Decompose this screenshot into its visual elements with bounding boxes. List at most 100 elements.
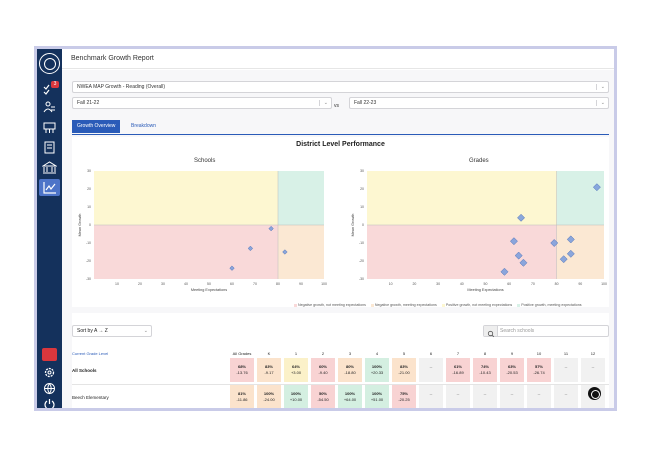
period-from-select[interactable]: Fall 21-22 ⌄ <box>72 97 332 109</box>
grade-cell[interactable]: 63% -20.53 <box>500 358 524 382</box>
cell-delta: -10.43 <box>479 369 491 375</box>
tab-growth-overview[interactable]: Growth Overview <box>72 120 121 133</box>
y-tick-label: -10 <box>359 241 364 245</box>
people-icon[interactable] <box>42 101 57 114</box>
grade-cell[interactable]: 100% -24.00 <box>257 385 281 408</box>
cell-percent: 81% <box>237 391 246 396</box>
legend-swatch <box>370 303 374 307</box>
cell-delta: -11.86 <box>236 396 248 402</box>
grade-cell[interactable]: 100% +10.00 <box>284 385 308 408</box>
data-point <box>500 267 509 276</box>
grade-cell[interactable]: 50% -54.50 <box>311 385 335 408</box>
period-to-select[interactable]: Fall 22-23 ⌄ <box>349 97 609 109</box>
vs-label: vs <box>334 103 339 109</box>
grade-cell[interactable]: 57% -26.74 <box>527 358 551 382</box>
y-tick-label: 30 <box>360 169 364 173</box>
row-label[interactable]: All Schools <box>72 368 97 373</box>
y-tick-label: 20 <box>87 187 91 191</box>
grade-cell[interactable]: 83% -21.00 <box>392 358 416 382</box>
data-point <box>566 235 575 244</box>
tab-breakdown[interactable]: Breakdown <box>131 123 157 129</box>
sort-select[interactable]: Sort by A → Z ⌄ <box>72 325 152 337</box>
grade-cell[interactable]: -- <box>446 385 470 408</box>
x-tick-label: 30 <box>161 282 165 286</box>
cell-percent: 64% <box>291 364 300 369</box>
grade-cell[interactable]: -- <box>527 385 551 408</box>
grade-cell[interactable]: -- <box>500 385 524 408</box>
row-label[interactable]: Beech Elementary <box>72 395 109 400</box>
cell-percent: 83% <box>264 364 273 369</box>
cell-percent: 68% <box>237 364 246 369</box>
grade-cell[interactable]: 60% -9.40 <box>311 358 335 382</box>
tasks-icon[interactable] <box>42 83 57 96</box>
search-input[interactable] <box>500 327 600 335</box>
legend-item: Negative growth, not meeting expectation… <box>294 303 366 307</box>
current-grade-level-header: Current Grade Level <box>72 351 109 356</box>
grade-cell[interactable]: 64% +3.00 <box>284 358 308 382</box>
grade-column-header: 1 <box>294 351 298 356</box>
x-tick-label: 80 <box>555 282 559 286</box>
settings-icon[interactable] <box>42 366 57 379</box>
cell-percent: -- <box>591 364 595 369</box>
row-divider <box>72 383 609 384</box>
data-point <box>566 249 575 258</box>
chat-icon[interactable] <box>42 348 57 361</box>
cell-delta: -9.17 <box>264 369 274 375</box>
grade-cell[interactable]: 100% +51.00 <box>365 385 389 408</box>
chart-icon[interactable] <box>42 181 57 194</box>
grade-cell[interactable]: -- <box>419 358 443 382</box>
cell-delta: -20.25 <box>398 396 410 402</box>
x-tick-label: 70 <box>531 282 535 286</box>
y-tick-label: 10 <box>360 205 364 209</box>
scatter-charts: 10 20 30 40 50 60 70 80 90 1003020100-10-20-30Mee… <box>78 169 607 292</box>
grade-cell[interactable]: -- <box>554 385 578 408</box>
x-axis-label: Meeting Expectations <box>467 288 503 292</box>
grade-cell[interactable]: 100% +20.33 <box>365 358 389 382</box>
grade-column-header: 7 <box>456 351 460 356</box>
grade-cell[interactable]: 80% -18.80 <box>338 358 362 382</box>
grade-cell[interactable]: 68% -13.76 <box>230 358 254 382</box>
quadrant-positive-not-meeting <box>367 171 557 225</box>
cell-percent: 60% <box>318 364 327 369</box>
cell-percent: 80% <box>345 364 354 369</box>
quadrant-positive-meeting <box>278 171 324 225</box>
accessibility-icon[interactable] <box>588 387 601 400</box>
quadrant-positive-not-meeting <box>94 171 278 225</box>
app-window: 3 Benchmark Growth Report <box>34 46 617 411</box>
x-tick-label: 50 <box>484 282 488 286</box>
cell-percent: 100% <box>371 364 383 369</box>
cell-percent: 57% <box>534 364 543 369</box>
globe-icon[interactable] <box>42 382 57 395</box>
chevron-down-icon: ⌄ <box>143 328 148 334</box>
assessment-select[interactable]: NWEA MAP Growth - Reading (Overall) ⌄ <box>72 81 609 93</box>
cell-percent: -- <box>429 364 433 369</box>
period-from-value: Fall 21-22 <box>77 100 100 106</box>
book-icon[interactable] <box>42 141 57 154</box>
grade-cell[interactable]: -- <box>473 385 497 408</box>
data-point <box>519 258 528 267</box>
y-tick-label: 10 <box>87 205 91 209</box>
chart-legend: Negative growth, not meeting expectation… <box>294 303 586 307</box>
grade-cell[interactable]: 61% -16.89 <box>446 358 470 382</box>
data-point <box>517 213 526 222</box>
grade-cell[interactable]: 81% -11.86 <box>230 385 254 408</box>
grade-cell[interactable]: -- <box>554 358 578 382</box>
search-icon[interactable] <box>484 326 498 338</box>
x-tick-label: 20 <box>412 282 416 286</box>
cell-delta: -26.74 <box>533 369 545 375</box>
grade-cell[interactable]: 83% -9.17 <box>257 358 281 382</box>
grade-cell[interactable]: 100% +64.00 <box>338 385 362 408</box>
grade-column-header: K <box>267 351 271 356</box>
cell-delta: +10.00 <box>289 396 303 402</box>
district-icon[interactable] <box>41 161 58 174</box>
x-tick-label: 100 <box>601 282 607 286</box>
grade-cell[interactable]: -- <box>581 358 605 382</box>
grade-cell[interactable]: -- <box>419 385 443 408</box>
logout-icon[interactable] <box>42 398 57 408</box>
grade-cell[interactable]: 74% -10.43 <box>473 358 497 382</box>
grade-table-panel: Sort by A → Z ⌄ Current Grade Level All … <box>72 313 609 408</box>
classroom-icon[interactable] <box>42 121 57 134</box>
grade-column-header: 2 <box>321 351 325 356</box>
grade-cell[interactable]: 75% -20.25 <box>392 385 416 408</box>
cell-percent: -- <box>537 391 541 396</box>
